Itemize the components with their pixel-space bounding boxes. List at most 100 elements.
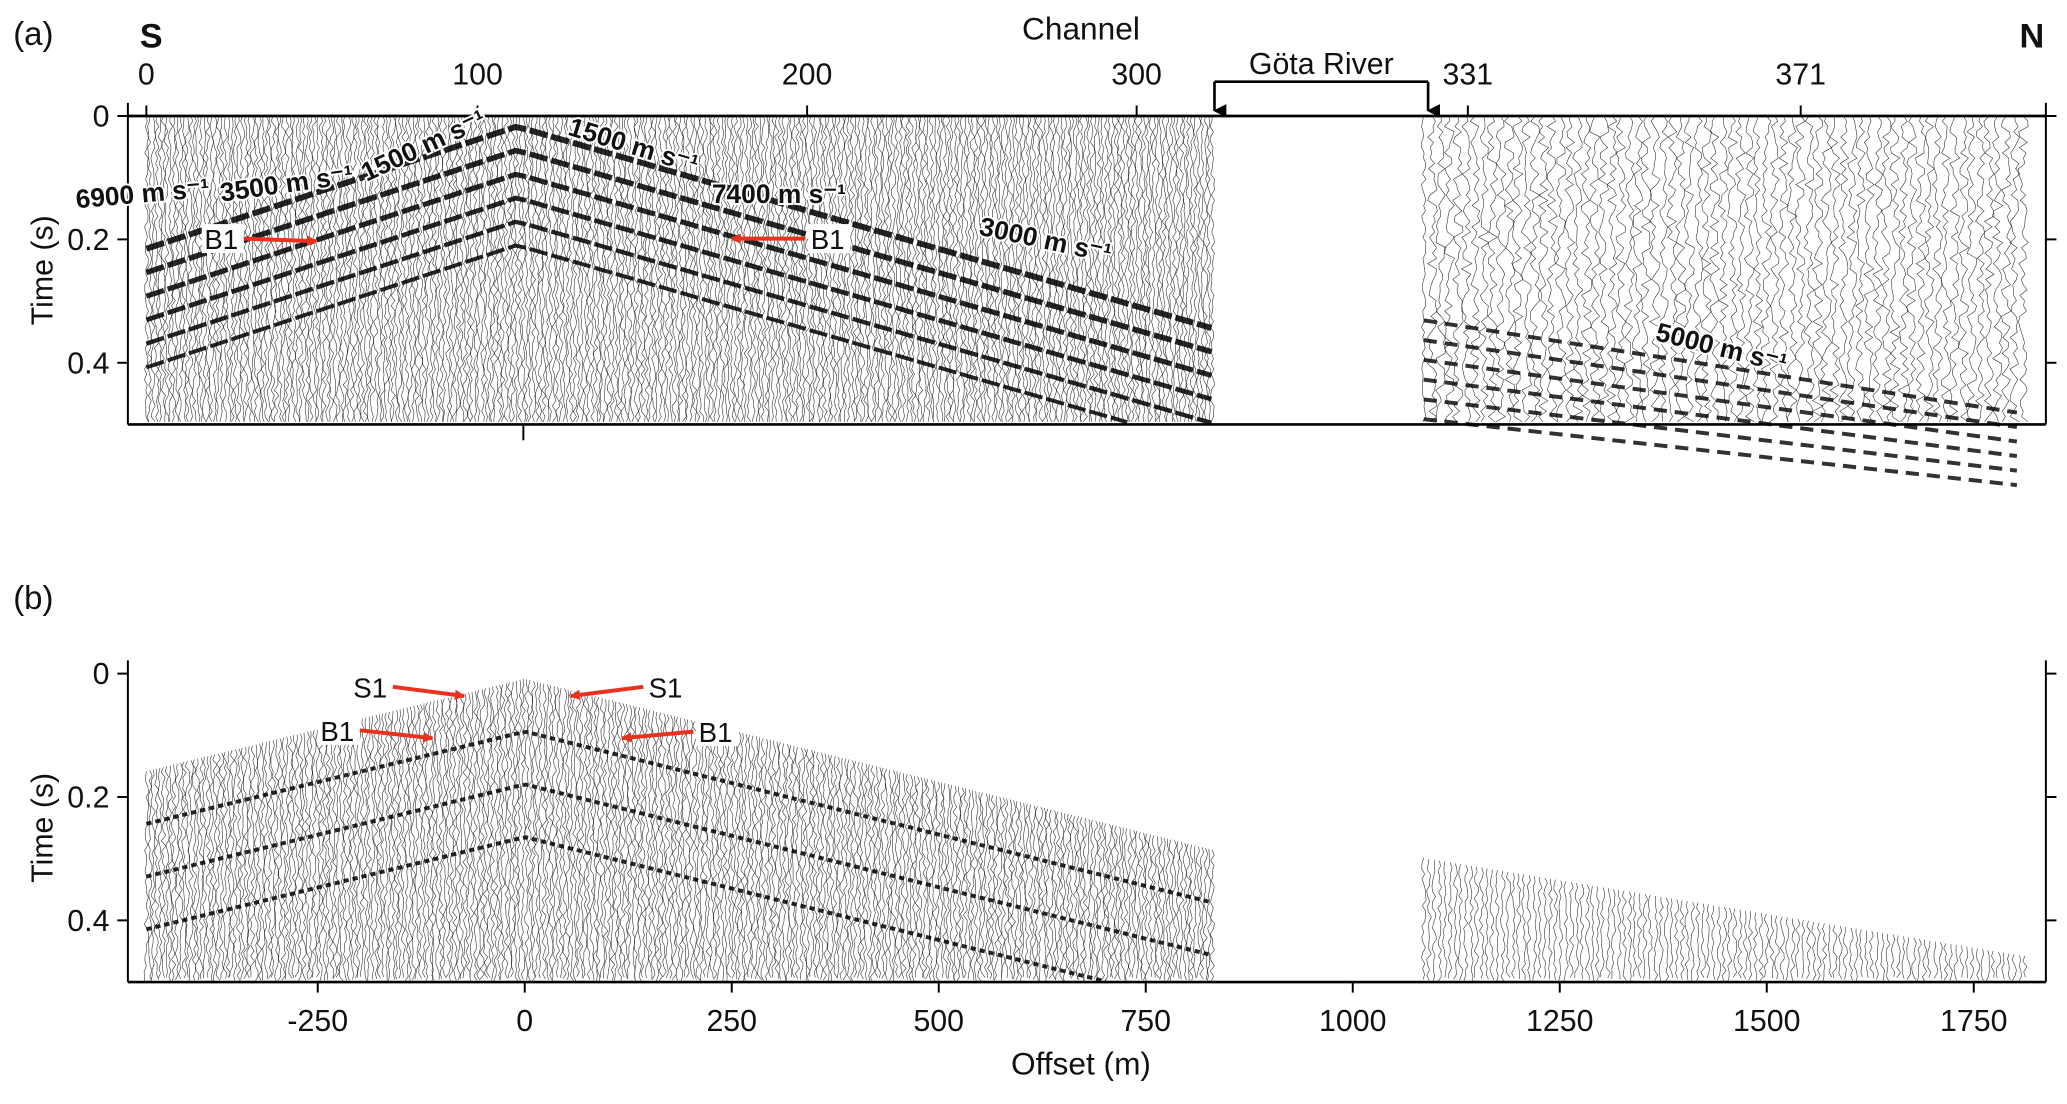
trace (195, 758, 201, 981)
reflector (145, 123, 1213, 331)
trace (352, 115, 359, 422)
trace (2000, 115, 2012, 422)
trace (1943, 943, 1949, 981)
trace (1859, 929, 1864, 977)
trace (1806, 920, 1812, 980)
trace (486, 115, 492, 422)
trace (688, 115, 694, 422)
trace (1795, 115, 1806, 422)
trace (1615, 115, 1627, 422)
trace (1627, 891, 1632, 982)
trace (1178, 842, 1185, 980)
trace (1521, 874, 1527, 980)
trace (1458, 864, 1464, 981)
trace (270, 115, 276, 422)
trace (486, 687, 492, 978)
trace (644, 709, 650, 979)
trace (1486, 115, 1498, 423)
trace (1924, 115, 1935, 422)
trace (1007, 799, 1013, 979)
trace (620, 703, 626, 978)
trace (599, 698, 605, 978)
trace (932, 115, 938, 422)
trace (770, 115, 777, 422)
trace (1890, 934, 1896, 977)
x-tick-label: 300 (1111, 58, 1162, 91)
trace (1915, 115, 1926, 423)
trace (1600, 887, 1605, 978)
trace (1209, 115, 1215, 422)
reflector (1423, 318, 2018, 415)
arrow-label: S1 (649, 672, 683, 703)
trace (1828, 924, 1833, 978)
trace (1100, 822, 1106, 981)
trace (1664, 897, 1669, 983)
trace (352, 720, 358, 979)
trace (702, 115, 708, 422)
trace (1726, 115, 1739, 422)
trace (435, 700, 441, 980)
trace (822, 753, 828, 981)
trace (1086, 819, 1092, 978)
trace (805, 115, 811, 422)
trace (606, 699, 612, 980)
trace (897, 115, 904, 422)
trace (959, 115, 965, 422)
y-tick-label: 0 (93, 658, 110, 691)
trace (1649, 115, 1661, 423)
trace (1880, 115, 1892, 422)
trace (308, 115, 314, 422)
trace (1747, 911, 1753, 981)
trace (736, 732, 742, 981)
trace (568, 690, 574, 981)
gap (1222, 113, 1416, 428)
trace (202, 756, 208, 979)
trace (1838, 925, 1843, 979)
x-tick-label: 331 (1443, 58, 1494, 91)
trace (798, 747, 804, 980)
trace (692, 721, 698, 980)
trace (1605, 888, 1611, 978)
trace (311, 730, 317, 979)
trace (2022, 955, 2028, 978)
trace (555, 115, 561, 422)
trace (476, 115, 482, 422)
trace (318, 728, 324, 982)
trace (1580, 115, 1593, 422)
trace (273, 115, 280, 422)
trace (1055, 811, 1061, 981)
trace (434, 115, 441, 422)
reflector (145, 835, 1107, 984)
trace (1010, 800, 1017, 980)
trace (983, 793, 989, 979)
trace (507, 115, 513, 422)
trace (774, 741, 780, 979)
panel-label: (b) (13, 579, 53, 616)
trace (1996, 951, 2001, 979)
trace (1059, 812, 1065, 982)
trace (1700, 115, 1713, 422)
trace (359, 116, 365, 422)
trace (654, 711, 660, 981)
trace (489, 686, 496, 983)
trace (1820, 115, 1832, 422)
trace (726, 729, 732, 978)
trace (1141, 832, 1147, 981)
trace (698, 115, 705, 422)
trace (1161, 837, 1167, 981)
trace (428, 701, 434, 982)
trace (1154, 115, 1160, 423)
trace (616, 702, 623, 982)
trace (1695, 902, 1701, 983)
trace (955, 786, 962, 982)
trace (750, 735, 756, 979)
trace (1045, 808, 1051, 978)
trace (1992, 115, 2004, 422)
trace (849, 760, 855, 982)
trace (455, 694, 461, 980)
trace (1632, 892, 1637, 977)
trace (1048, 115, 1054, 422)
trace (849, 115, 856, 422)
trace (1801, 920, 1806, 979)
trace (606, 115, 612, 422)
